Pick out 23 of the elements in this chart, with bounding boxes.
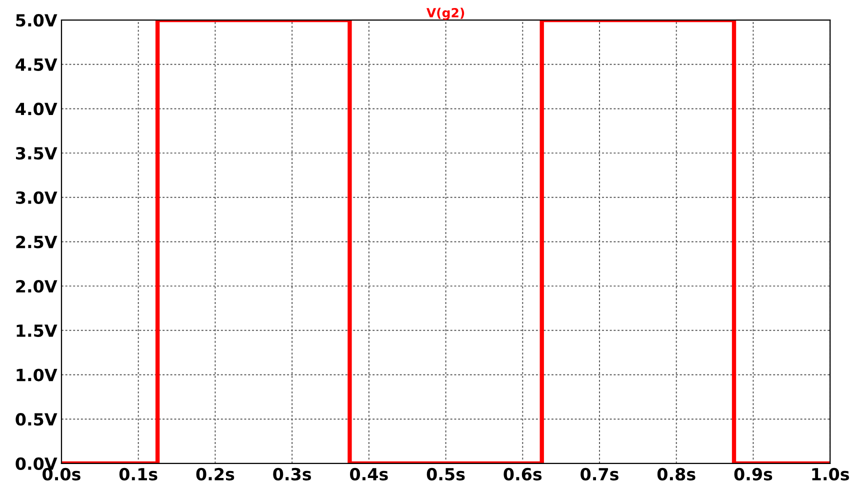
y-tick-label: 4.5V: [16, 58, 58, 71]
x-tick-label: 0.2s: [196, 468, 234, 480]
y-tick-label: 1.0V: [16, 368, 58, 382]
x-tick-label: 0.9s: [734, 468, 772, 480]
x-tick-label: 0.3s: [273, 468, 311, 480]
chart-title: V(g2): [426, 8, 464, 20]
x-tick-label: 0.1s: [119, 468, 158, 480]
y-tick-label: 0.0V: [16, 457, 58, 470]
x-tick-label: 0.5s: [426, 468, 465, 480]
x-tick-label: 0.8s: [657, 468, 696, 480]
x-tick-label: 0.4s: [350, 468, 388, 480]
x-tick-label: 0.7s: [580, 468, 618, 480]
y-tick-label: 4.0V: [16, 102, 58, 116]
y-tick-label: 2.5V: [16, 236, 58, 248]
y-tick-label: 0.5V: [16, 413, 58, 426]
y-tick-label: 5.0V: [16, 14, 58, 27]
x-tick-label: 0.6s: [504, 468, 542, 480]
y-tick-label: 3.5V: [16, 147, 58, 160]
y-tick-label: 3.0V: [16, 191, 58, 204]
y-tick-label: 2.0V: [16, 280, 58, 293]
y-tick-label: 1.5V: [16, 324, 58, 337]
x-tick-label: 1.0s: [812, 468, 850, 480]
x-tick-label: 0.0s: [42, 468, 80, 480]
